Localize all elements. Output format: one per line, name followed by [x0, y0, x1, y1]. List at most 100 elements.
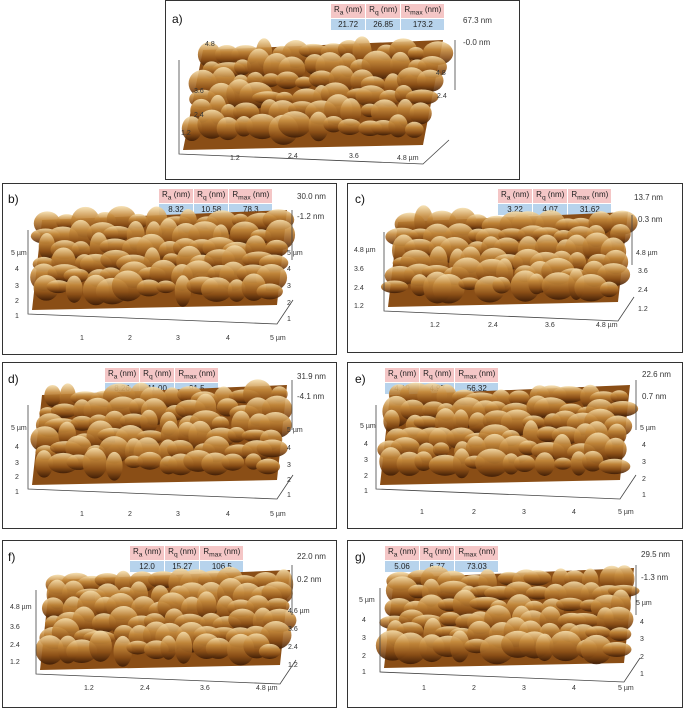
y-tick-c: 3.6 [354, 266, 364, 273]
y-tick-b: 1 [15, 313, 19, 320]
y-tick-d: 3 [15, 460, 19, 467]
z-zmax-label-c: 13.7 nm [634, 193, 663, 202]
x-tick-e: 5 µm [618, 509, 634, 516]
z-zmax-label-b: 30.0 nm [297, 192, 326, 201]
z-zmin-label-a: -0.0 nm [463, 38, 491, 47]
side-tick-f: 1.2 [288, 662, 298, 669]
x-tick-b: 4 [226, 335, 230, 342]
y-tick-d: 1 [15, 489, 19, 496]
x-tick-c: 2.4 [488, 322, 498, 329]
header-rq: Rq (nm) [193, 188, 230, 204]
y-tick-d: 5 µm [11, 425, 27, 432]
z-zmax-label-d: 31.9 nm [297, 372, 326, 381]
header-rq: Rq (nm) [532, 188, 569, 204]
panel-label-a: a) [172, 12, 183, 26]
panel-label-b: b) [8, 192, 19, 206]
side-tick-c: 4.8 µm [636, 250, 658, 257]
side-tick-c: 2.4 [638, 287, 648, 294]
header-rmax: Rmax (nm) [400, 3, 446, 19]
z-zmin-label-g: -1.3 nm [641, 573, 669, 582]
y-tick-f: 2.4 [10, 642, 20, 649]
side-tick-d: 4 [287, 445, 291, 452]
side-tick-b: 2 [287, 300, 291, 307]
side-tick-a: 2.4 [437, 93, 447, 100]
side-tick-e: 4 [642, 442, 646, 449]
side-tick-g: 2 [640, 654, 644, 661]
x-tick-e: 3 [522, 509, 526, 516]
x-tick-c: 4.8 µm [596, 322, 618, 329]
value-ra: 5.06 [383, 559, 421, 573]
y-tick-b: 5 µm [11, 250, 27, 257]
header-rmax: Rmax (nm) [454, 545, 500, 561]
side-tick-b: 1 [287, 316, 291, 323]
header-rmax: Rmax (nm) [567, 188, 613, 204]
x-tick-a: 1.2 [230, 155, 240, 162]
x-tick-d: 3 [176, 511, 180, 518]
y-tick-a: 3.6 [194, 88, 204, 95]
y-tick-g: 3 [362, 635, 366, 642]
side-tick-b: 3 [287, 283, 291, 290]
y-tick-e: 1 [364, 488, 368, 495]
panel-label-g: g) [355, 550, 366, 564]
side-tick-g: 5 µm [636, 600, 652, 607]
z-zmax-label-e: 22.6 nm [642, 370, 671, 379]
x-tick-e: 4 [572, 509, 576, 516]
x-tick-d: 2 [128, 511, 132, 518]
x-tick-c: 3.6 [545, 322, 555, 329]
z-zmax-label-g: 29.5 nm [641, 550, 670, 559]
x-tick-b: 2 [128, 335, 132, 342]
x-tick-f: 1.2 [84, 685, 94, 692]
y-tick-e: 4 [364, 441, 368, 448]
x-tick-e: 1 [420, 509, 424, 516]
side-tick-d: 3 [287, 462, 291, 469]
x-tick-f: 3.6 [200, 685, 210, 692]
side-tick-g: 3 [640, 636, 644, 643]
z-zmin-label-c: 0.3 nm [638, 215, 663, 224]
side-tick-b: 4 [287, 266, 291, 273]
y-tick-g: 4 [362, 617, 366, 624]
y-tick-c: 4.8 µm [354, 247, 376, 254]
side-tick-e: 3 [642, 459, 646, 466]
y-tick-g: 2 [362, 653, 366, 660]
panel-label-f: f) [8, 550, 16, 564]
y-tick-d: 2 [15, 474, 19, 481]
roughness-table-a: Ra (nm) Rq (nm) Rmax (nm) 21.72 26.85 173.2 [329, 3, 446, 31]
side-tick-c: 3.6 [638, 268, 648, 275]
panel-label-d: d) [8, 372, 19, 386]
x-tick-f: 2.4 [140, 685, 150, 692]
value-rmax: 173.2 [400, 17, 446, 31]
x-tick-g: 1 [422, 685, 426, 692]
x-tick-g: 5 µm [618, 685, 634, 692]
z-zmin-label-f: 0.2 nm [297, 575, 322, 584]
x-tick-g: 4 [572, 685, 576, 692]
x-tick-g: 3 [522, 685, 526, 692]
y-tick-f: 3.6 [10, 624, 20, 631]
y-tick-a: 2.4 [194, 112, 204, 119]
header-ra: Ra (nm) [383, 545, 421, 561]
x-tick-f: 4.8 µm [256, 685, 278, 692]
header-rq: Rq (nm) [419, 367, 456, 383]
value-rq: 26.85 [365, 17, 402, 31]
z-zmin-label-d: -4.1 nm [297, 392, 325, 401]
value-ra: 12.0 [128, 559, 166, 573]
z-zmax-label-f: 22.0 nm [297, 552, 326, 561]
side-tick-d: 1 [287, 492, 291, 499]
y-tick-f: 4.8 µm [10, 604, 32, 611]
y-tick-e: 5 µm [360, 423, 376, 430]
y-tick-b: 2 [15, 298, 19, 305]
side-tick-d: 2 [287, 477, 291, 484]
side-tick-c: 1.2 [638, 306, 648, 313]
side-tick-b: 5 µm [287, 250, 303, 257]
x-tick-a: 4.8 µm [397, 155, 419, 162]
z-zmin-label-b: -1.2 nm [297, 212, 325, 221]
x-tick-c: 1.2 [430, 322, 440, 329]
header-ra: Ra (nm) [383, 367, 421, 383]
roughness-table-g: Ra (nm)Rq (nm)Rmax (nm)5.066.7773.03 [383, 545, 500, 573]
y-tick-a: 4.8 [205, 41, 215, 48]
